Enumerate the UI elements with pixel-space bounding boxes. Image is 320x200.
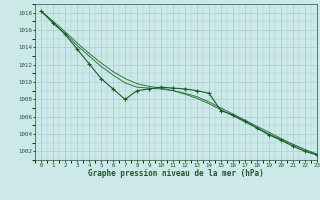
X-axis label: Graphe pression niveau de la mer (hPa): Graphe pression niveau de la mer (hPa) bbox=[88, 169, 264, 178]
